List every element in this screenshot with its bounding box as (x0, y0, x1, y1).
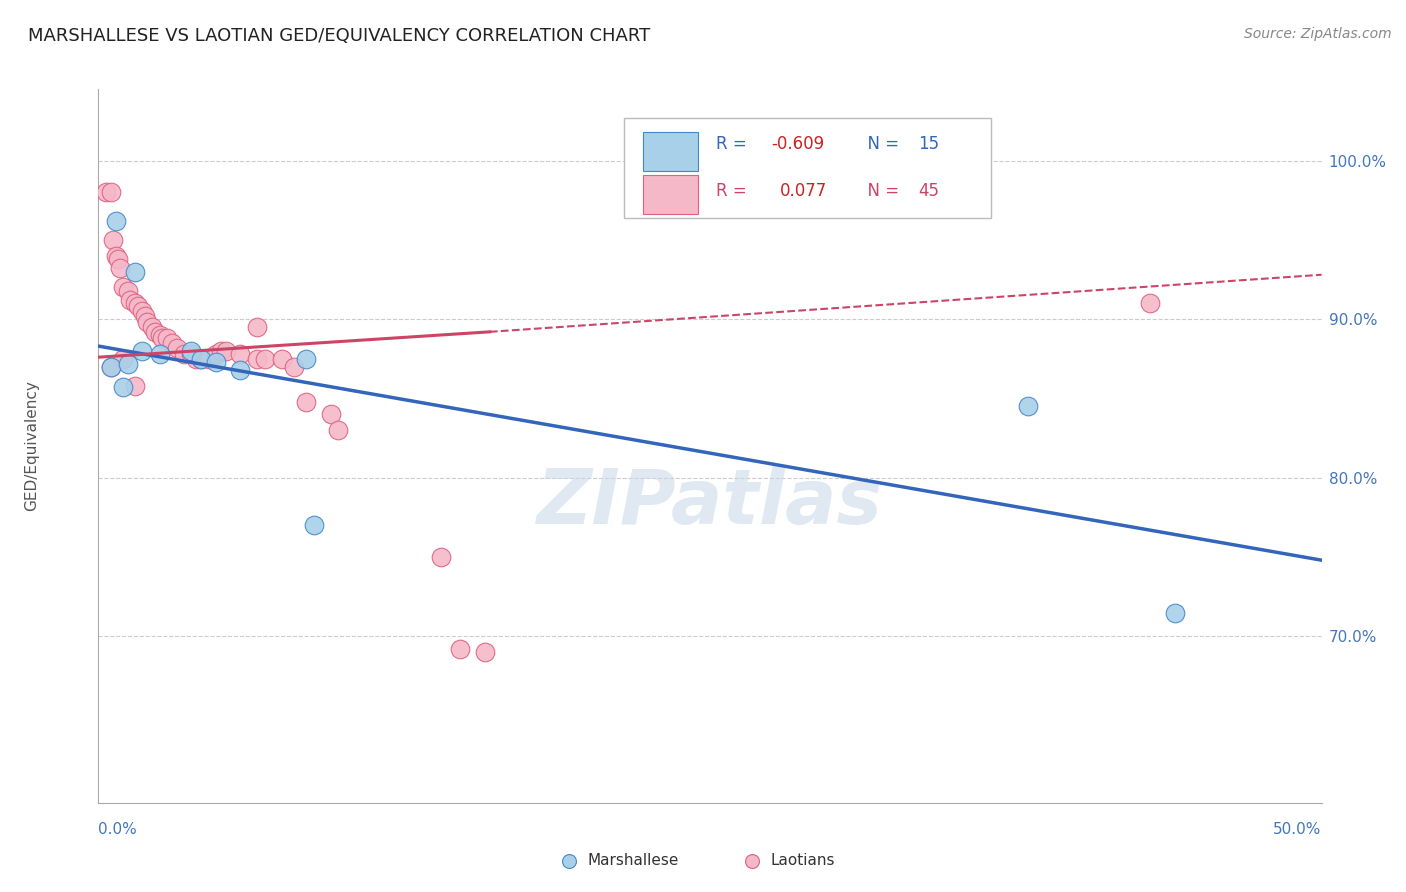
Point (136, 315, 159, 329)
Point (186, 351, 208, 366)
Point (104, 249, 127, 263)
Point (450, 642, 472, 657)
Text: Laotians: Laotians (770, 854, 835, 868)
Text: -0.609: -0.609 (772, 136, 824, 153)
Text: GED/Equivalency: GED/Equivalency (24, 381, 38, 511)
Point (100, 359, 122, 374)
FancyBboxPatch shape (643, 175, 697, 214)
Point (295, 351, 318, 366)
Text: R =: R = (716, 182, 758, 200)
Point (149, 328, 172, 343)
Point (474, 645, 496, 659)
Text: 45: 45 (918, 182, 939, 200)
Point (141, 320, 163, 334)
Point (205, 355, 228, 369)
Point (107, 252, 129, 266)
FancyBboxPatch shape (643, 132, 697, 171)
Point (166, 341, 188, 355)
Point (127, 300, 149, 314)
Point (150, 331, 173, 345)
Point (173, 347, 195, 361)
Point (214, 343, 236, 358)
Point (180, 347, 202, 361)
Point (131, 304, 153, 318)
Point (190, 351, 212, 366)
Point (124, 378, 146, 392)
Point (1017, 400, 1039, 414)
Point (124, 296, 146, 310)
Point (100, 359, 122, 374)
Text: MARSHALLESE VS LAOTIAN GED/EQUIVALENCY CORRELATION CHART: MARSHALLESE VS LAOTIAN GED/EQUIVALENCY C… (28, 27, 651, 45)
Point (143, 325, 166, 339)
Point (319, 407, 342, 421)
Text: 15: 15 (918, 136, 939, 153)
Point (430, 549, 453, 564)
Text: N =: N = (856, 182, 904, 200)
Point (190, 351, 212, 366)
Point (209, 343, 232, 358)
Point (110, 261, 132, 276)
FancyBboxPatch shape (624, 118, 991, 218)
Point (149, 347, 172, 361)
Point (270, 351, 294, 366)
Point (253, 351, 276, 366)
Point (229, 347, 252, 361)
Point (120, 293, 142, 307)
Point (1139, 296, 1161, 310)
Point (134, 309, 156, 323)
Point (131, 343, 153, 358)
Point (302, 518, 325, 533)
Point (111, 351, 134, 366)
Point (295, 394, 318, 409)
Point (101, 233, 124, 247)
Text: 0.0%: 0.0% (98, 822, 138, 837)
Point (1164, 606, 1187, 620)
Point (104, 214, 127, 228)
Point (111, 380, 134, 394)
Point (160, 335, 183, 350)
Point (111, 280, 134, 294)
Point (205, 347, 228, 361)
Point (156, 331, 179, 345)
Text: Marshallese: Marshallese (588, 854, 679, 868)
Point (229, 363, 252, 377)
Text: 0.077: 0.077 (780, 182, 827, 200)
Text: Source: ZipAtlas.com: Source: ZipAtlas.com (1244, 27, 1392, 41)
Text: R =: R = (716, 136, 752, 153)
Text: ZIPatlas: ZIPatlas (537, 467, 883, 540)
Text: 50.0%: 50.0% (1274, 822, 1322, 837)
Text: N =: N = (856, 136, 904, 153)
Point (117, 284, 139, 298)
Point (180, 343, 202, 358)
Point (283, 359, 305, 374)
Point (246, 351, 269, 366)
Point (246, 320, 269, 334)
Point (197, 351, 219, 366)
Point (94, 186, 117, 200)
Point (124, 264, 146, 278)
Point (117, 357, 139, 371)
Point (328, 423, 350, 437)
Point (100, 186, 122, 200)
